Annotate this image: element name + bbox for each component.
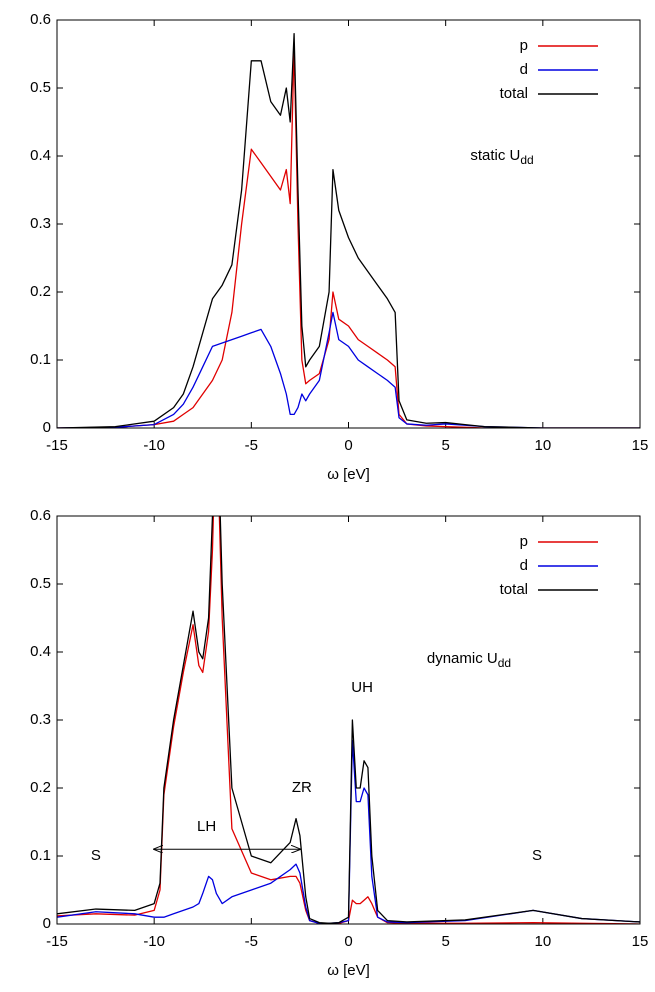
annotation-text: S — [91, 847, 101, 864]
annotation: S — [532, 847, 542, 864]
annotation: dynamic Udd — [427, 650, 511, 670]
y-tick-label: 0.1 — [30, 351, 51, 368]
x-tick-label: 15 — [632, 437, 649, 454]
y-tick-label: 0.5 — [30, 575, 51, 592]
chart: -15 -10 -5 0 5 10 15 0 0.1 0.2 0.3 0.4 0.5 0.6 ω [eV] p… — [30, 11, 649, 483]
legend-label: p — [520, 37, 528, 54]
series-line — [57, 516, 640, 924]
legend-label: d — [520, 61, 528, 78]
y-tick-label: 0 — [43, 915, 51, 932]
annotation-subscript: dd — [520, 153, 533, 167]
legend-label: d — [520, 557, 528, 574]
y-tick-label: 0.2 — [30, 283, 51, 300]
y-tick-label: 0.4 — [30, 643, 51, 660]
annotation-text: UH — [351, 679, 373, 696]
series-line — [57, 516, 640, 924]
x-axis-label: ω [eV] — [327, 466, 370, 483]
series-line — [57, 46, 640, 428]
plot-frame — [56, 515, 641, 925]
x-tick-label: 10 — [534, 437, 551, 454]
y-tick-label: 0.4 — [30, 147, 51, 164]
y-tick-label: 0.1 — [30, 847, 51, 864]
series-line — [57, 739, 640, 924]
x-tick-label: -10 — [143, 933, 165, 950]
legend-label: total — [500, 85, 528, 102]
x-tick-label: -15 — [46, 933, 68, 950]
x-tick-label: 15 — [632, 933, 649, 950]
annotation-text: LH — [197, 818, 216, 835]
x-tick-label: 5 — [441, 437, 449, 454]
x-tick-label: -5 — [245, 437, 258, 454]
annotation: UH — [351, 679, 373, 696]
x-axis-label: ω [eV] — [327, 962, 370, 979]
annotation-subscript: dd — [498, 656, 511, 670]
x-tick-label: 10 — [534, 933, 551, 950]
legend-label: total — [500, 581, 528, 598]
x-tick-label: -5 — [245, 933, 258, 950]
annotation-text: static U — [470, 147, 520, 164]
plot-frame — [56, 19, 641, 429]
annotation: ZR — [292, 779, 312, 796]
y-tick-label: 0.6 — [30, 507, 51, 524]
y-tick-label: 0.2 — [30, 779, 51, 796]
y-tick-label: 0.5 — [30, 79, 51, 96]
y-tick-label: 0.3 — [30, 711, 51, 728]
series-line — [57, 32, 640, 428]
x-tick-label: 5 — [441, 933, 449, 950]
annotation-text: ZR — [292, 779, 312, 796]
x-tick-label: -10 — [143, 437, 165, 454]
annotation: static Udd — [470, 147, 533, 167]
x-tick-label: -15 — [46, 437, 68, 454]
series-line — [57, 311, 640, 428]
annotation: LH — [197, 818, 216, 835]
annotation: S — [91, 847, 101, 864]
legend-label: p — [520, 533, 528, 550]
x-tick-label: 0 — [344, 933, 352, 950]
annotation-text: dynamic U — [427, 650, 498, 667]
y-tick-label: 0.6 — [30, 11, 51, 28]
annotation-text: S — [532, 847, 542, 864]
y-tick-label: 0.3 — [30, 215, 51, 232]
x-tick-label: 0 — [344, 437, 352, 454]
y-tick-label: 0 — [43, 419, 51, 436]
chart: -15 -10 -5 0 5 10 15 0 0.1 0.2 0.3 0.4 0.5 0.6 ω [eV] p… — [30, 507, 649, 979]
